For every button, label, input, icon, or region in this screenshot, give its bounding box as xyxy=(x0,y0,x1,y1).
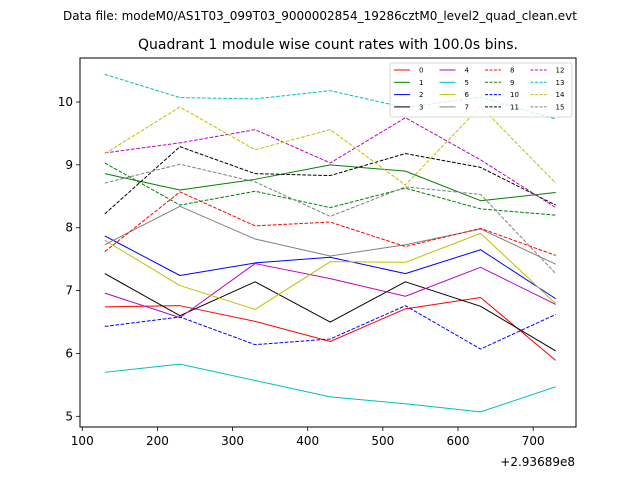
series-line-3 xyxy=(104,273,556,352)
legend-label-4: 4 xyxy=(465,67,470,75)
y-tick-label: 5 xyxy=(65,409,73,423)
series-line-4 xyxy=(104,263,556,319)
legend-label-8: 8 xyxy=(510,67,514,75)
chart-title: Quadrant 1 module wise count rates with … xyxy=(138,37,518,53)
y-tick-label: 8 xyxy=(65,221,73,235)
legend-label-1: 1 xyxy=(419,79,423,87)
series-line-5 xyxy=(104,363,556,413)
legend-label-0: 0 xyxy=(419,67,423,75)
x-tick-label: 300 xyxy=(221,434,244,448)
legend-label-6: 6 xyxy=(465,91,470,99)
y-tick-label: 10 xyxy=(58,95,73,109)
y-tick-label: 7 xyxy=(65,284,73,298)
legend-label-15: 15 xyxy=(556,103,565,111)
legend-label-14: 14 xyxy=(556,91,565,99)
y-ticks: 5 6 7 8 9 10 xyxy=(58,95,80,423)
plot-frame xyxy=(79,57,577,428)
x-tick-label: 700 xyxy=(522,434,545,448)
legend-label-7: 7 xyxy=(465,103,469,111)
x-ticks: 100 200 300 400 500 600 700 xyxy=(71,427,545,448)
series-line-8 xyxy=(104,191,556,256)
series-line-10 xyxy=(104,305,556,350)
legend-label-12: 12 xyxy=(556,67,565,75)
series-line-1 xyxy=(104,164,556,202)
suptitle: Data file: modeM0/AS1T03_099T03_90000028… xyxy=(63,9,577,23)
series-line-11 xyxy=(104,146,556,215)
legend-label-11: 11 xyxy=(510,103,519,111)
series-line-0 xyxy=(104,297,557,361)
legend-label-13: 13 xyxy=(556,79,565,87)
legend-label-2: 2 xyxy=(419,91,423,99)
series-line-14 xyxy=(104,105,557,186)
plot-content xyxy=(104,73,557,413)
legend-label-3: 3 xyxy=(419,103,423,111)
series-line-7 xyxy=(104,205,556,265)
legend-label-9: 9 xyxy=(510,79,514,87)
series-line-15 xyxy=(104,163,557,274)
x-tick-label: 100 xyxy=(71,434,94,448)
legend-box xyxy=(389,62,573,118)
x-tick-label: 500 xyxy=(371,434,394,448)
legend-label-10: 10 xyxy=(510,91,519,99)
series-line-12 xyxy=(104,117,556,209)
series-line-2 xyxy=(104,235,556,300)
series-line-9 xyxy=(104,162,556,216)
legend-label-5: 5 xyxy=(465,79,469,87)
y-tick-label: 6 xyxy=(65,346,73,360)
x-tick-label: 400 xyxy=(296,434,319,448)
x-tick-label: 200 xyxy=(146,434,169,448)
x-tick-label: 600 xyxy=(447,434,470,448)
y-tick-label: 9 xyxy=(65,158,73,172)
x-offset-label: +2.93689e8 xyxy=(500,455,575,469)
series-line-6 xyxy=(104,232,557,310)
